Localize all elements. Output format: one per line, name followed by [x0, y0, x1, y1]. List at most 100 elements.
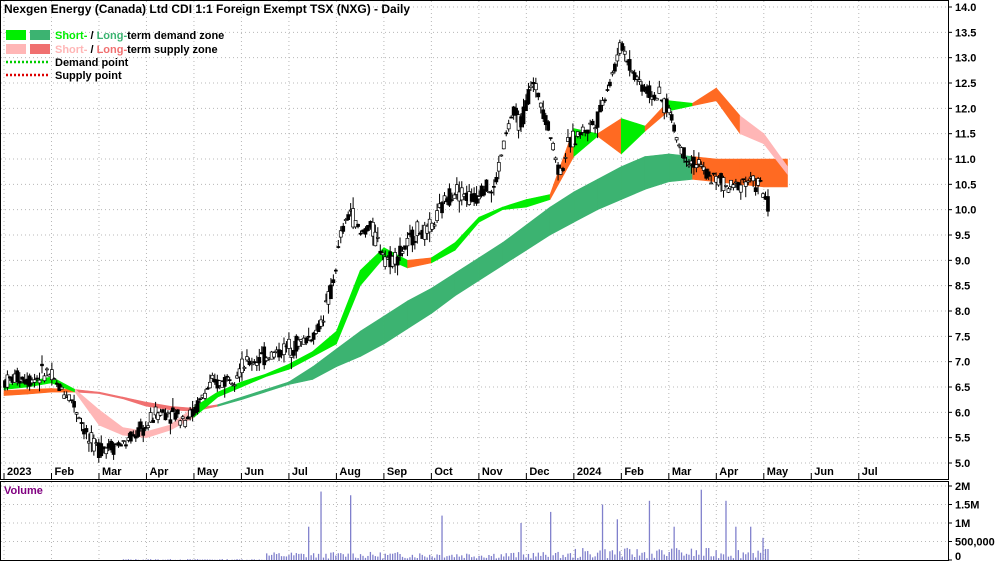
- candle-body: [504, 132, 509, 135]
- candle-body: [304, 337, 309, 344]
- candle-body: [536, 92, 541, 98]
- candle-body: [699, 164, 704, 167]
- candle-body: [405, 238, 410, 247]
- legend-swatch-long-demand: [30, 30, 50, 40]
- month-label: Aug: [339, 466, 360, 478]
- candle-body: [32, 379, 37, 383]
- candle-body: [222, 377, 227, 387]
- volume-tick-label: 500,000: [955, 537, 995, 549]
- candle-body: [101, 446, 106, 450]
- candle-body: [496, 162, 501, 172]
- candle-body: [254, 362, 259, 366]
- legend-demand-point: Demand point: [55, 57, 129, 69]
- legend-swatch-long-supply: [30, 44, 50, 54]
- legend: Short- / Long-term demand zone Short- / …: [6, 30, 224, 82]
- month-label: May: [767, 466, 789, 478]
- candle-body: [183, 420, 188, 427]
- candle-body: [77, 417, 81, 420]
- candle-body: [684, 160, 689, 163]
- candle-body: [605, 89, 610, 91]
- candle-body: [743, 181, 748, 187]
- candle-body: [121, 440, 126, 442]
- month-label: Oct: [434, 466, 453, 478]
- volume-label: Volume: [4, 485, 43, 497]
- candle-body: [415, 221, 420, 236]
- month-label: Dec: [529, 466, 549, 478]
- candle-body: [383, 256, 388, 267]
- candle-body: [168, 419, 173, 424]
- candle-body: [245, 356, 249, 361]
- price-tick-label: 8.5: [955, 281, 970, 293]
- candle-body: [79, 422, 84, 424]
- price-tick-label: 12.5: [955, 78, 976, 90]
- candle-body: [232, 384, 237, 387]
- candle-body: [541, 109, 546, 119]
- candle-body: [296, 339, 301, 347]
- candle-body: [133, 435, 138, 439]
- candle-body: [400, 251, 405, 254]
- legend-demand-long: Long-: [97, 30, 128, 42]
- candle-body: [721, 177, 726, 191]
- candle-body: [363, 228, 368, 235]
- candle-body: [694, 164, 699, 168]
- price-tick-label: 12.0: [955, 103, 976, 115]
- price-tick-label: 6.5: [955, 382, 970, 394]
- candle-body: [156, 412, 160, 420]
- candle-body: [180, 416, 185, 419]
- candle-body: [501, 140, 506, 150]
- candle-body: [410, 229, 415, 246]
- candle-body: [272, 352, 276, 358]
- candle-body: [173, 412, 178, 420]
- candle-body: [482, 189, 486, 196]
- candle-body: [534, 83, 538, 91]
- volume-tick-label: 2M: [955, 481, 970, 493]
- candle-body: [450, 199, 454, 201]
- candle-body: [529, 85, 533, 89]
- candle-body: [208, 381, 212, 389]
- candle-body: [74, 412, 79, 415]
- candle-body: [620, 43, 625, 51]
- volume-tick-label: 1.5M: [955, 500, 979, 512]
- legend-demand-suffix: term demand zone: [127, 30, 224, 42]
- chart-title: Nexgen Energy (Canada) Ltd CDI 1:1 Forei…: [4, 2, 410, 16]
- candle-body: [37, 379, 42, 384]
- candle-body: [69, 399, 74, 402]
- candle-body: [630, 70, 635, 73]
- candle-body: [351, 208, 355, 228]
- candle-body: [652, 94, 657, 100]
- volume-layer: [122, 489, 769, 560]
- candle-body: [667, 107, 672, 114]
- month-label: Sep: [387, 466, 407, 478]
- candle-body: [289, 354, 294, 358]
- legend-supply-zone: Short- / Long-term supply zone: [55, 44, 218, 56]
- month-label: 2024: [577, 466, 602, 478]
- candle-body: [99, 443, 104, 457]
- candle-body: [741, 178, 746, 181]
- candle-body: [711, 172, 716, 175]
- candle-body: [225, 375, 230, 378]
- candle-body: [50, 369, 54, 381]
- candle-body: [136, 427, 141, 437]
- candle-body: [551, 143, 555, 151]
- legend-swatch-short-supply: [6, 44, 26, 54]
- candle-body: [672, 124, 676, 132]
- price-tick-label: 10.0: [955, 205, 976, 217]
- candle-body: [655, 98, 659, 101]
- candle-body: [321, 320, 326, 323]
- candle-body: [610, 72, 615, 75]
- grid-layer: [1, 1, 948, 560]
- candle-body: [578, 132, 583, 136]
- price-tick-label: 5.0: [955, 458, 970, 470]
- candle-body: [141, 427, 146, 436]
- candle-body: [91, 438, 96, 452]
- legend-supply-sep: /: [87, 44, 96, 56]
- candle-body: [622, 50, 627, 55]
- price-tick-label: 13.0: [955, 53, 976, 65]
- candle-body: [151, 420, 155, 423]
- candle-body: [116, 442, 121, 445]
- candle-body: [603, 99, 607, 102]
- candle-body: [52, 378, 57, 380]
- price-tick-label: 9.5: [955, 230, 970, 242]
- candle-body: [287, 338, 291, 349]
- candle-body: [17, 380, 22, 384]
